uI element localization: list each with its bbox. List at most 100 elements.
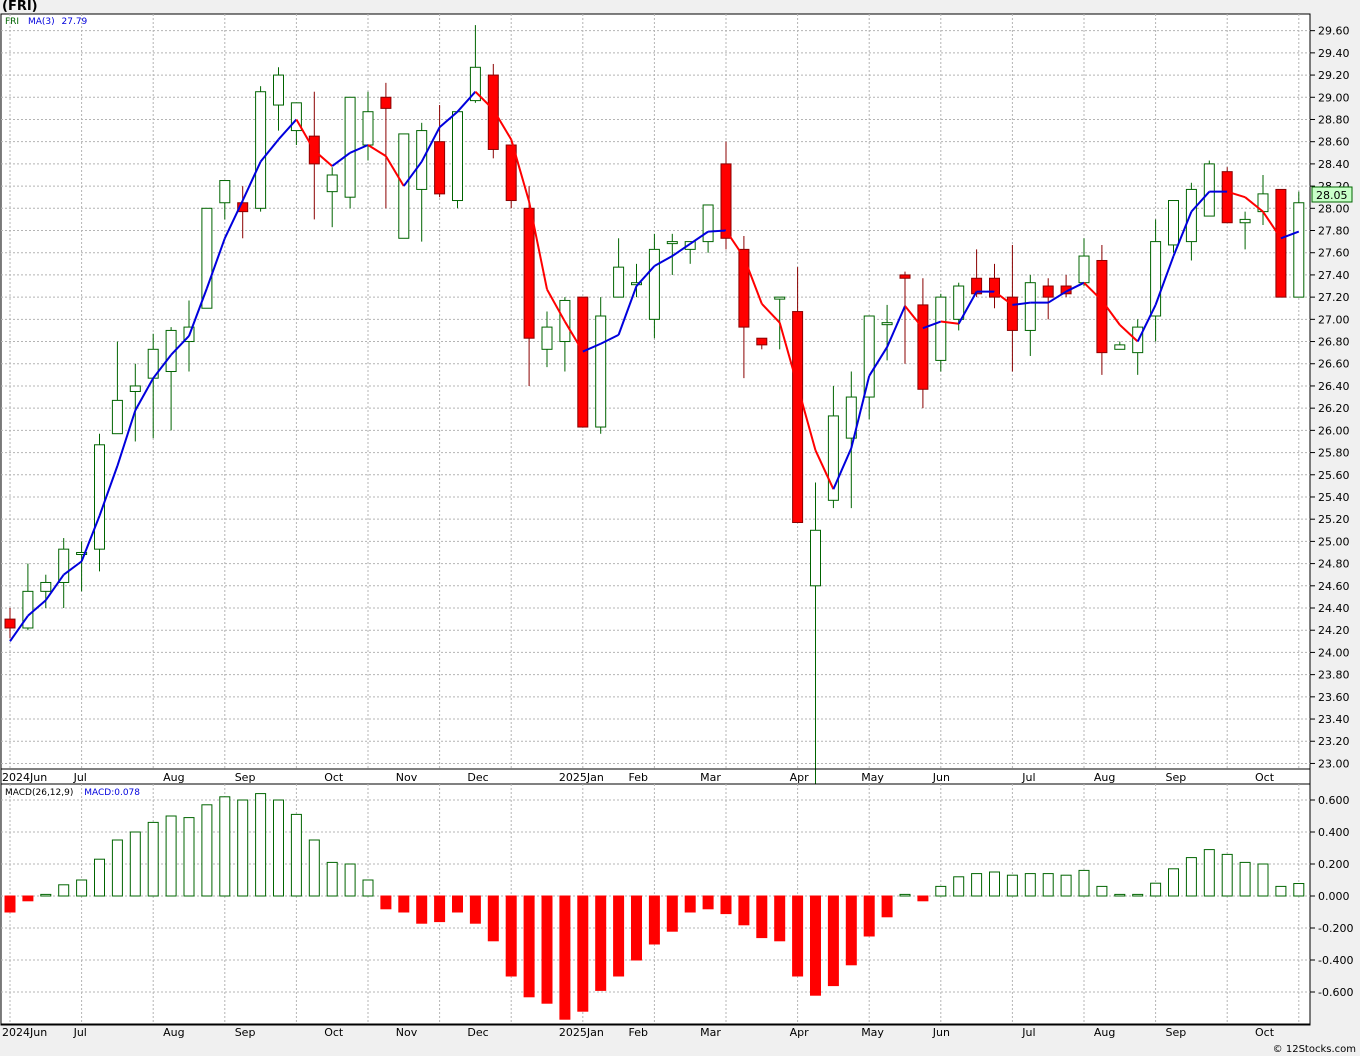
candle [452, 111, 463, 209]
price-y-tick: 27.00 [1318, 313, 1350, 326]
price-y-tick: 25.20 [1318, 513, 1350, 526]
macd-month-label: Oct [324, 1026, 344, 1039]
macd-bar [416, 895, 428, 924]
ma-segment [63, 560, 83, 576]
macd-y-tick: -0.200 [1318, 922, 1353, 935]
macd-bar [1150, 882, 1162, 897]
price-y-tick: 24.20 [1318, 624, 1350, 637]
ma-segment [796, 385, 817, 451]
candle [129, 363, 141, 442]
month-label: 2024Jun [2, 771, 47, 784]
macd-month-label: Apr [790, 1026, 810, 1039]
candle [1024, 274, 1036, 356]
macd-month-label: Nov [396, 1026, 418, 1039]
macd-bar [1203, 849, 1215, 897]
ma-segment [832, 447, 853, 490]
candle [1275, 188, 1287, 298]
ma-segment [223, 200, 244, 239]
macd-bar [4, 895, 16, 913]
macd-bar [702, 895, 714, 910]
macd-month-label: Oct [1255, 1026, 1275, 1039]
macd-month-label: Jun [932, 1026, 950, 1039]
macd-bar [989, 871, 1000, 897]
candle [111, 341, 123, 435]
ma-segment [564, 321, 584, 353]
candle [702, 204, 714, 253]
candle [899, 271, 911, 364]
candle [863, 315, 875, 420]
price-y-tick: 24.60 [1318, 580, 1350, 593]
ma-segment [1244, 196, 1264, 213]
candle [523, 186, 535, 386]
ma-segment [708, 229, 727, 233]
month-label: Oct [324, 771, 344, 784]
ma-segment [957, 291, 978, 325]
macd-bar [1239, 861, 1251, 897]
candle [1114, 341, 1126, 350]
candle [648, 233, 660, 339]
macd-bar [183, 817, 195, 897]
macd-bars [4, 793, 1305, 1020]
ma-segment [349, 144, 369, 154]
macd-y-axis: 0.600 0.400 0.200 0.000 -0.200 -0.400 -0.600 [1310, 794, 1353, 999]
ma-segment [438, 110, 459, 129]
price-y-tick: 23.40 [1318, 713, 1350, 726]
legend-ma-value: 27.79 [62, 17, 88, 27]
candle [1221, 167, 1233, 224]
candle [273, 67, 284, 131]
price-y-tick: 28.40 [1318, 158, 1350, 171]
macd-bar [953, 876, 965, 897]
candle [1150, 219, 1162, 342]
macd-bar [308, 839, 320, 897]
macd-month-label: Mar [700, 1026, 721, 1039]
macd-bar [344, 863, 356, 897]
macd-bar [380, 895, 392, 910]
svg-text:MACD(26,12,9) MACD:0.078: MACD(26,12,9) MACD:0.078 [5, 788, 140, 798]
macd-month-label: Dec [467, 1026, 488, 1039]
price-y-tick: 27.60 [1318, 247, 1350, 260]
ma-segment [582, 342, 602, 353]
ma-segment [80, 515, 101, 562]
last-price-box [1311, 186, 1353, 203]
candle [201, 207, 213, 309]
ma-segment [456, 91, 477, 113]
price-y-tick: 25.40 [1318, 491, 1350, 504]
macd-bar [1257, 863, 1269, 897]
price-y-tick: 28.00 [1318, 202, 1350, 215]
ma-segment [617, 285, 638, 336]
ma-segment [546, 288, 566, 323]
price-y-tick: 27.20 [1318, 291, 1350, 304]
ma-segment [850, 375, 871, 449]
candle [595, 297, 607, 434]
ma-segment [1190, 190, 1211, 213]
price-y-tick: 28.60 [1318, 136, 1350, 149]
candle [22, 563, 34, 631]
ma-segment [993, 290, 1013, 306]
ma-segment [940, 320, 959, 325]
ma-segment [868, 346, 888, 377]
price-y-tick: 24.00 [1318, 646, 1350, 659]
month-label: Jul [1021, 771, 1035, 784]
ma-segment [1280, 230, 1300, 240]
macd-bar [1042, 873, 1054, 897]
month-label: Mar [700, 771, 721, 784]
price-y-axis: 29.6029.4029.2029.0028.8028.6028.4028.20… [1310, 25, 1350, 770]
macd-bar [863, 895, 875, 937]
macd-month-label: Sep [1166, 1026, 1187, 1039]
ma-segment [653, 255, 673, 267]
ma-segment [9, 615, 29, 642]
macd-bar [129, 831, 141, 897]
macd-bar [523, 895, 535, 998]
macd-bar [1006, 874, 1018, 897]
ma-segment [27, 599, 47, 617]
candle [684, 241, 696, 264]
macd-bar [1185, 857, 1197, 897]
macd-bar [899, 893, 911, 897]
ma-segment [1226, 190, 1246, 199]
candle [380, 82, 392, 209]
ma-segment [420, 126, 441, 163]
ma-segment [1083, 281, 1103, 302]
macd-bar [1168, 868, 1179, 897]
macd-month-label: Feb [629, 1026, 648, 1039]
svg-text:FRI MA(3) 27.79: FRI MA(3) 27.79 [5, 17, 88, 27]
